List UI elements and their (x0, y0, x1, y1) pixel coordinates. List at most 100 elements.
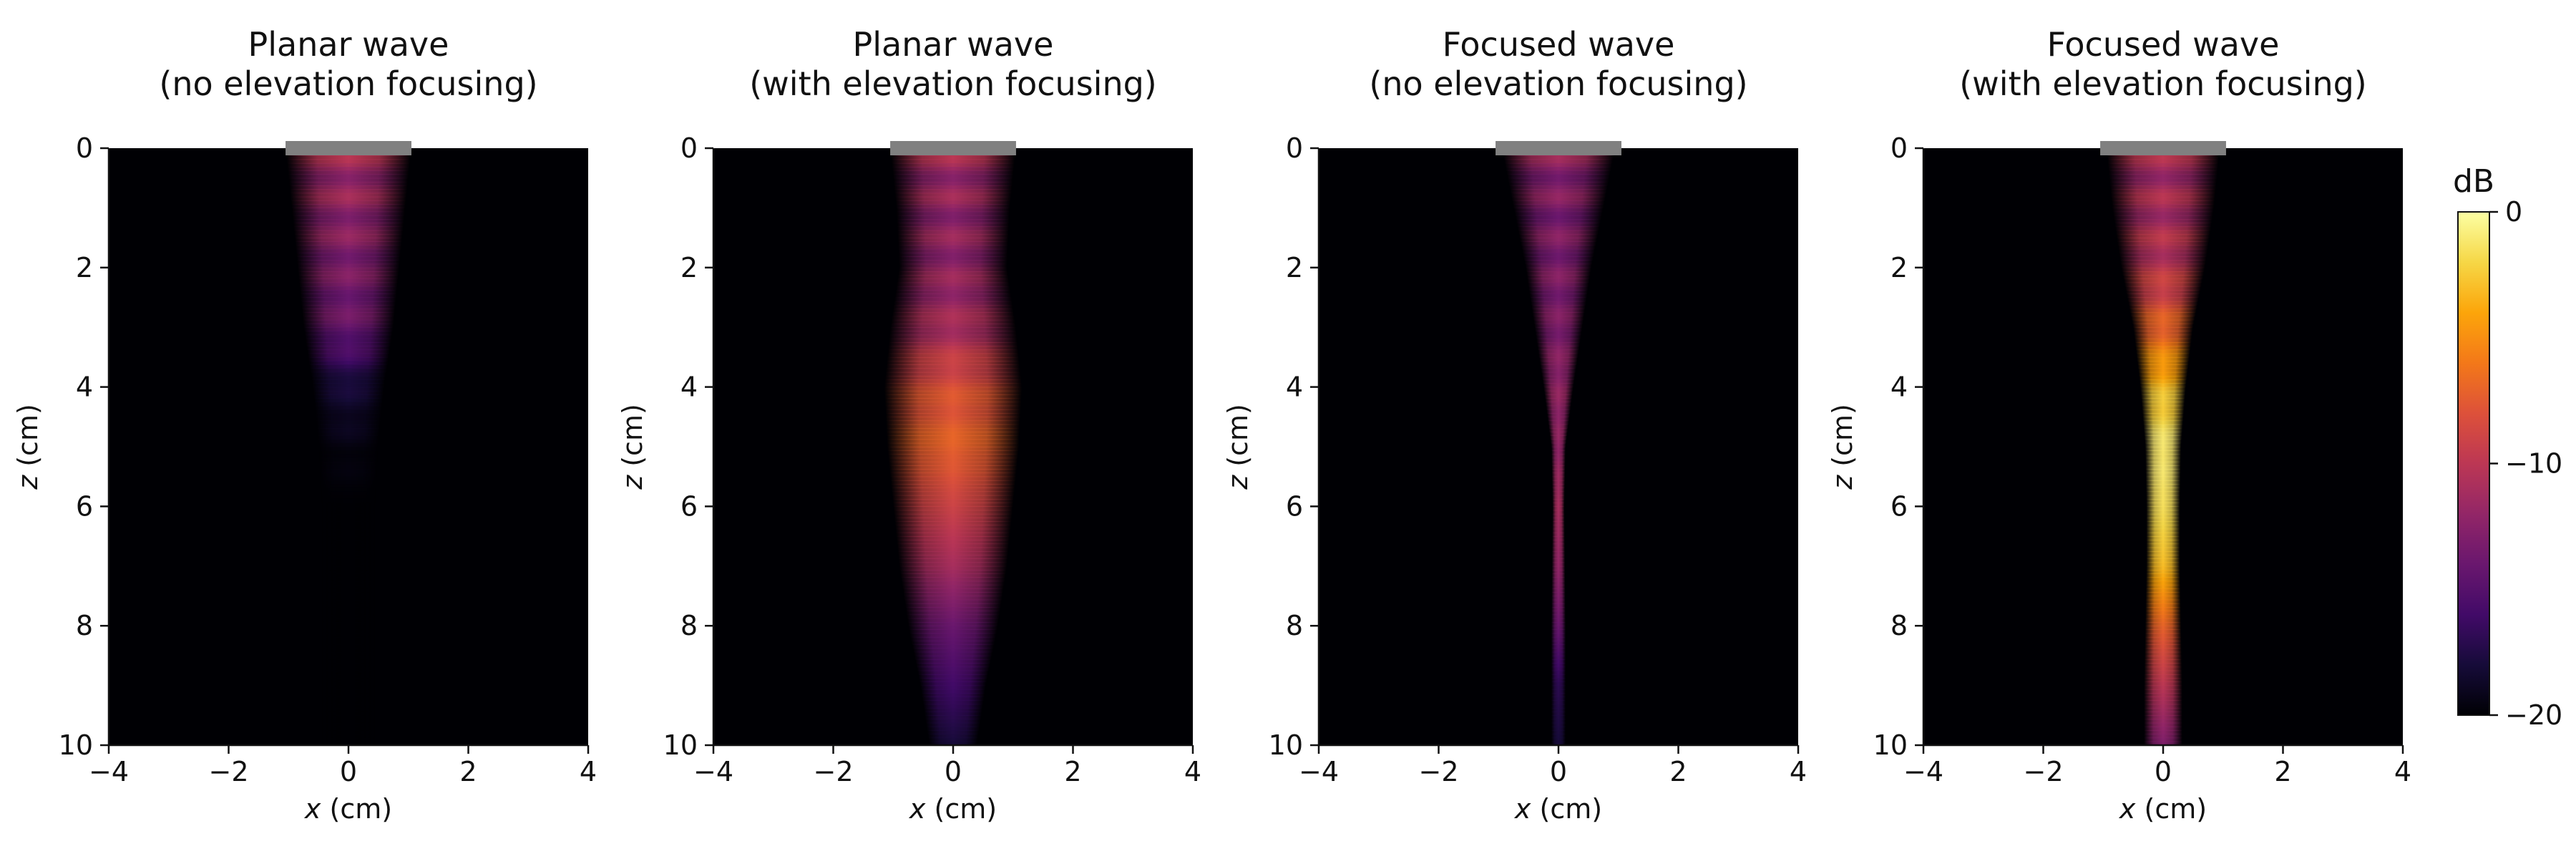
beam-band (2144, 722, 2182, 727)
beam-band (1551, 730, 1566, 734)
beam-band (1520, 238, 1597, 242)
beam-band (886, 424, 1020, 429)
beam-band (321, 674, 376, 679)
beam-band (926, 722, 980, 727)
beam-band (2146, 487, 2180, 492)
beam-band (1546, 402, 1571, 407)
beam-band (891, 155, 1015, 160)
beam-band (885, 372, 1021, 377)
beam-band (296, 252, 401, 257)
y-tick-label: 4 (76, 372, 93, 403)
beam-band (321, 498, 376, 503)
beam-band (1527, 278, 1590, 283)
beam-band (1540, 364, 1577, 369)
beam-band (2144, 685, 2182, 690)
beam-band (894, 189, 1012, 194)
beam-band (905, 607, 1001, 611)
beam-band (1551, 555, 1566, 559)
panel-title-line2: (with elevation focusing) (749, 64, 1157, 103)
beam-band (884, 390, 1022, 395)
beam-band (2144, 670, 2182, 675)
beam-band (2144, 730, 2182, 734)
beam-band (2120, 263, 2206, 268)
beam-band (1548, 420, 1569, 425)
beam-band (321, 681, 376, 686)
beam-band (885, 417, 1021, 422)
beam-band (2144, 674, 2182, 679)
beam-band (321, 521, 376, 526)
beam-band (897, 241, 1009, 246)
beam-band (1506, 167, 1611, 171)
beam-band (923, 704, 983, 709)
beam-band (2142, 417, 2184, 422)
beam-band (884, 375, 1022, 380)
beam-band (2142, 413, 2184, 417)
beam-band (321, 659, 376, 664)
x-axis-label-unit: (cm) (925, 793, 997, 825)
x-axis-label: x (cm) (1514, 793, 1602, 825)
beam-band (321, 722, 376, 727)
beam-band (2144, 678, 2182, 682)
beam-band (2146, 547, 2180, 552)
beam-band (1552, 498, 1565, 503)
beam-band (311, 375, 386, 380)
beam-band (895, 200, 1011, 205)
beam-band (1538, 349, 1579, 354)
beam-band (2144, 715, 2182, 720)
beam-band (1551, 641, 1566, 645)
beam-band (920, 685, 986, 690)
beam-field (286, 148, 411, 746)
beam-band (308, 361, 389, 365)
beam-band (892, 162, 1015, 168)
beam-band (321, 588, 376, 593)
beam-band (321, 715, 376, 720)
beam-band (889, 331, 1017, 336)
beam-band (889, 469, 1017, 474)
beam-band (1552, 543, 1565, 548)
beam-band (903, 592, 1003, 597)
beam-band (2124, 282, 2202, 287)
beam-band (2124, 278, 2202, 283)
beam-band (313, 390, 384, 395)
beam-band (1523, 256, 1594, 261)
beam-band (2132, 319, 2195, 324)
beam-band (1552, 528, 1565, 533)
beam-band (1551, 607, 1566, 611)
beam-band (1509, 185, 1608, 190)
beam-band (887, 361, 1020, 365)
beam-field (884, 148, 1023, 746)
beam-band (2145, 651, 2182, 656)
beam-band (318, 454, 379, 459)
beam-band (2121, 267, 2205, 272)
beam-band (894, 293, 1012, 299)
beam-band (321, 704, 376, 709)
beam-band (2114, 223, 2212, 228)
beam-band (321, 734, 376, 739)
colorbar: 0 −10 −20 dB (2453, 163, 2562, 731)
beam-band (2145, 648, 2182, 653)
beam-band (2146, 503, 2180, 507)
beam-band (1548, 427, 1568, 432)
beam-band (2144, 663, 2182, 668)
beam-band (1551, 719, 1566, 724)
beam-band (1552, 484, 1565, 488)
beam-band (894, 193, 1012, 198)
beam-band (890, 476, 1016, 481)
beam-band (1551, 614, 1566, 619)
beam-band (2144, 734, 2182, 739)
beam-band (1551, 584, 1566, 589)
panel-title-line2: (no elevation focusing) (1369, 64, 1747, 103)
beam-band (892, 312, 1015, 317)
beam-band (321, 730, 376, 734)
y-axis-label-var: z (1222, 475, 1254, 490)
beam-band (1515, 215, 1602, 220)
beam-band (889, 327, 1017, 332)
beam-band (1551, 674, 1566, 679)
beam-band (2131, 316, 2195, 321)
beam-band (924, 712, 982, 716)
beam-band (2129, 309, 2197, 313)
beam-band (2127, 293, 2200, 299)
beam-band (2145, 457, 2181, 462)
beam-band (293, 230, 404, 235)
